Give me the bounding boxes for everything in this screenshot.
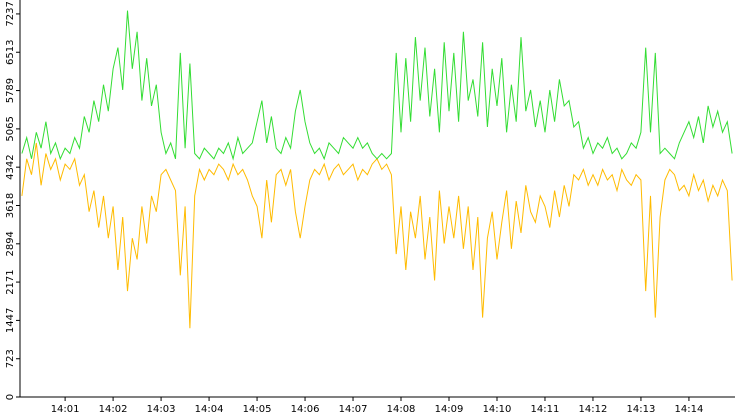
y-tick-label: 1447 bbox=[5, 308, 16, 333]
x-tick-label: 14:06 bbox=[291, 404, 320, 415]
x-tick-label: 14:12 bbox=[579, 404, 608, 415]
series-line bbox=[21, 10, 733, 161]
y-tick-label: 723 bbox=[5, 349, 16, 368]
y-tick-label: 5065 bbox=[5, 116, 16, 141]
x-tick-label: 14:13 bbox=[627, 404, 656, 415]
x-tick-label: 14:10 bbox=[483, 404, 512, 415]
x-tick-label: 14:07 bbox=[339, 404, 368, 415]
x-tick-label: 14:09 bbox=[435, 404, 464, 415]
y-tick-label: 2894 bbox=[5, 231, 16, 256]
x-tick-label: 14:01 bbox=[51, 404, 80, 415]
y-tick-label: 3618 bbox=[5, 193, 16, 218]
x-tick-label: 14:08 bbox=[387, 404, 416, 415]
x-tick-label: 14:02 bbox=[99, 404, 128, 415]
series-line bbox=[21, 142, 733, 329]
x-tick-label: 14:11 bbox=[531, 404, 560, 415]
x-tick-label: 14:14 bbox=[675, 404, 704, 415]
y-tick-label: 4342 bbox=[5, 154, 16, 179]
x-tick-label: 14:03 bbox=[147, 404, 176, 415]
y-tick-label: 6513 bbox=[5, 40, 16, 65]
y-tick-label: 0 bbox=[5, 394, 16, 400]
x-tick-label: 14:04 bbox=[195, 404, 224, 415]
y-tick-label: 7237 bbox=[5, 1, 16, 26]
x-tick-label: 14:05 bbox=[243, 404, 272, 415]
y-tick-label: 2171 bbox=[5, 269, 16, 294]
y-tick-label: 5789 bbox=[5, 78, 16, 103]
